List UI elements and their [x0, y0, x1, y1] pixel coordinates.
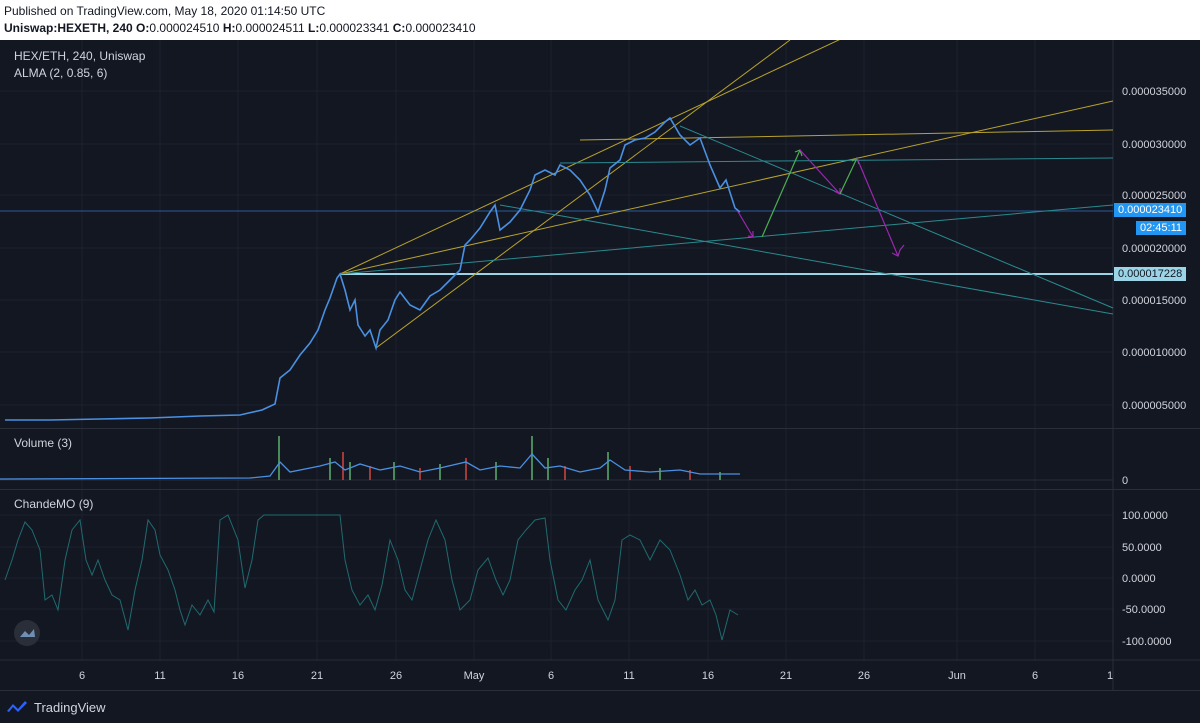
price-series-line [5, 116, 741, 421]
time-axis-label: 16 [702, 670, 714, 682]
cmo-axis-label: 50.0000 [1122, 542, 1162, 554]
time-axis-label: 26 [858, 670, 870, 682]
chart-frame [0, 40, 1200, 690]
published-info: Published on TradingView.com, May 18, 20… [4, 4, 326, 18]
tradingview-brand-label: TradingView [34, 700, 106, 715]
time-axis-label: 21 [311, 670, 323, 682]
grid [0, 40, 1113, 660]
time-axis-label: May [464, 670, 485, 682]
low-value: 0.000023341 [319, 21, 390, 35]
last-price-tag: 0.000023410 [1114, 203, 1187, 217]
pane-separator[interactable] [0, 428, 1200, 429]
close-value: 0.000023410 [405, 21, 476, 35]
close-label: C: [392, 21, 406, 35]
time-axis-label: 6 [1032, 670, 1038, 682]
time-axis-label: 6 [548, 670, 554, 682]
price-axis-label: 0.000005000 [1122, 400, 1186, 412]
ohlc-line: Uniswap:HEXETH, 240 O:0.000024510 H:0.00… [4, 21, 476, 35]
time-axis-label: 21 [780, 670, 792, 682]
price-axis-label: 0.000035000 [1122, 86, 1186, 98]
volume-axis-label: 0 [1122, 475, 1128, 487]
time-axis-label: 16 [232, 670, 244, 682]
support-price-tag: 0.000017228 [1114, 267, 1187, 281]
trendlines [339, 40, 1114, 349]
time-axis-label: 11 [623, 670, 634, 682]
volume-ma-line [0, 453, 740, 480]
low-label: L: [308, 21, 320, 35]
alma-indicator-label[interactable]: ALMA (2, 0.85, 6) [14, 66, 108, 80]
high-label: H: [222, 21, 236, 35]
cmo-axis-label: 100.0000 [1122, 510, 1168, 522]
cmo-axis-label: 0.0000 [1122, 573, 1156, 585]
price-axis-label: 0.000010000 [1122, 347, 1186, 359]
open-label: O: [136, 21, 150, 35]
time-axis-label: 1 [1107, 670, 1113, 682]
symbol-label: Uniswap:HEXETH, 240 [4, 21, 133, 35]
bar-countdown-tag: 02:45:11 [1136, 221, 1187, 235]
footer: TradingView [0, 690, 1200, 723]
tradingview-brand[interactable]: TradingView [6, 699, 106, 716]
open-value: 0.000024510 [149, 21, 220, 35]
published-header: Published on TradingView.com, May 18, 20… [0, 0, 1200, 40]
projection-arrows [736, 149, 905, 257]
volume-pane-title[interactable]: Volume (3) [14, 436, 73, 450]
volume-bars [278, 436, 721, 480]
time-axis-label: Jun [948, 670, 966, 682]
chart-canvas[interactable]: 0.000035000 0.000030000 0.000025000 0.00… [0, 40, 1200, 690]
cmo-axis-label: -100.0000 [1122, 636, 1172, 648]
price-axis-label: 0.000015000 [1122, 295, 1186, 307]
time-axis-label: 11 [154, 670, 165, 682]
price-axis-label: 0.000030000 [1122, 139, 1186, 151]
main-pane-title: HEX/ETH, 240, Uniswap [14, 49, 146, 63]
pane-separator[interactable] [0, 489, 1200, 490]
cmo-line [4, 514, 739, 641]
time-axis-labels: 6 11 16 21 26 May 6 11 16 21 26 Jun 6 1 [79, 670, 1113, 682]
time-axis-label: 6 [79, 670, 85, 682]
price-axis-label: 0.000020000 [1122, 243, 1186, 255]
time-axis-label: 26 [390, 670, 402, 682]
price-axis-label: 0.000025000 [1122, 190, 1186, 202]
tradingview-watermark-icon[interactable] [14, 620, 40, 646]
price-axis-labels: 0.000035000 0.000030000 0.000025000 0.00… [1122, 86, 1186, 648]
cmo-axis-label: -50.0000 [1122, 604, 1165, 616]
tradingview-logo-icon [6, 699, 28, 716]
high-value: 0.000024511 [235, 21, 305, 35]
cmo-pane-title[interactable]: ChandeMO (9) [14, 497, 94, 511]
